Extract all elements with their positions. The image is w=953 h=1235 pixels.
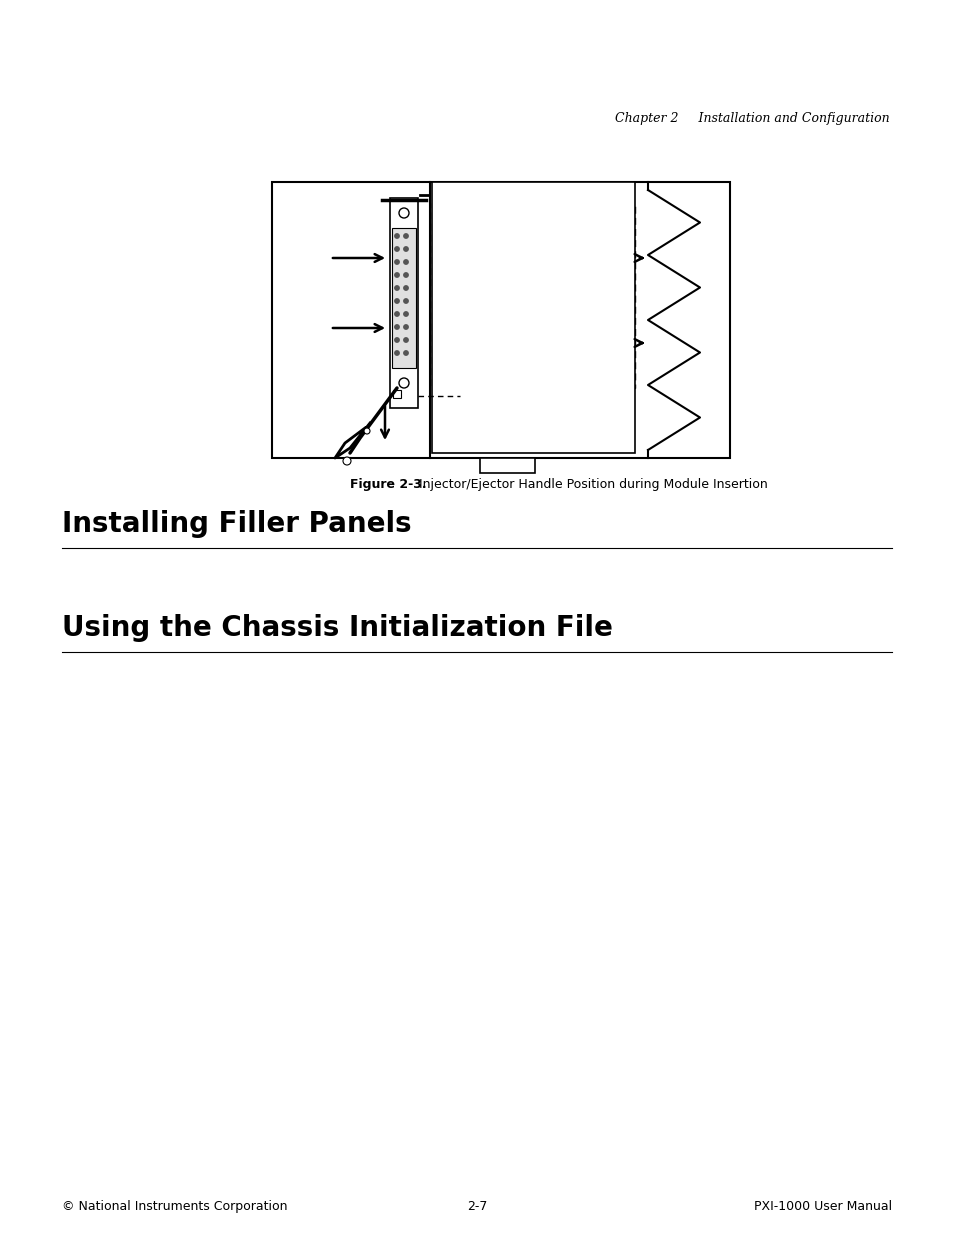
- Circle shape: [343, 457, 351, 466]
- Circle shape: [395, 311, 398, 316]
- Circle shape: [398, 378, 409, 388]
- Text: 2-7: 2-7: [466, 1200, 487, 1213]
- Bar: [432, 182, 635, 453]
- Circle shape: [403, 285, 408, 290]
- Circle shape: [403, 351, 408, 356]
- Circle shape: [403, 273, 408, 277]
- Circle shape: [403, 311, 408, 316]
- Circle shape: [395, 233, 398, 238]
- Bar: [392, 228, 416, 368]
- Bar: [390, 198, 417, 408]
- Bar: [393, 390, 400, 398]
- Circle shape: [395, 259, 398, 264]
- Text: Installing Filler Panels: Installing Filler Panels: [62, 510, 411, 538]
- Bar: [432, 203, 635, 388]
- Circle shape: [395, 299, 398, 304]
- Circle shape: [395, 338, 398, 342]
- Circle shape: [398, 207, 409, 219]
- Circle shape: [403, 338, 408, 342]
- Circle shape: [403, 247, 408, 251]
- Circle shape: [403, 259, 408, 264]
- Bar: [272, 182, 729, 458]
- Text: PXI-1000 User Manual: PXI-1000 User Manual: [753, 1200, 891, 1213]
- Circle shape: [403, 233, 408, 238]
- Circle shape: [364, 429, 370, 433]
- Circle shape: [395, 285, 398, 290]
- Circle shape: [395, 351, 398, 356]
- Text: Chapter 2     Installation and Configuration: Chapter 2 Installation and Configuration: [615, 112, 889, 125]
- Text: Injector/Ejector Handle Position during Module Insertion: Injector/Ejector Handle Position during …: [407, 478, 767, 492]
- Circle shape: [395, 325, 398, 330]
- Text: Using the Chassis Initialization File: Using the Chassis Initialization File: [62, 614, 612, 642]
- Circle shape: [395, 247, 398, 251]
- Text: © National Instruments Corporation: © National Instruments Corporation: [62, 1200, 287, 1213]
- Circle shape: [403, 325, 408, 330]
- Circle shape: [395, 273, 398, 277]
- Text: Figure 2-3.: Figure 2-3.: [350, 478, 426, 492]
- Bar: [479, 458, 535, 473]
- Circle shape: [403, 299, 408, 304]
